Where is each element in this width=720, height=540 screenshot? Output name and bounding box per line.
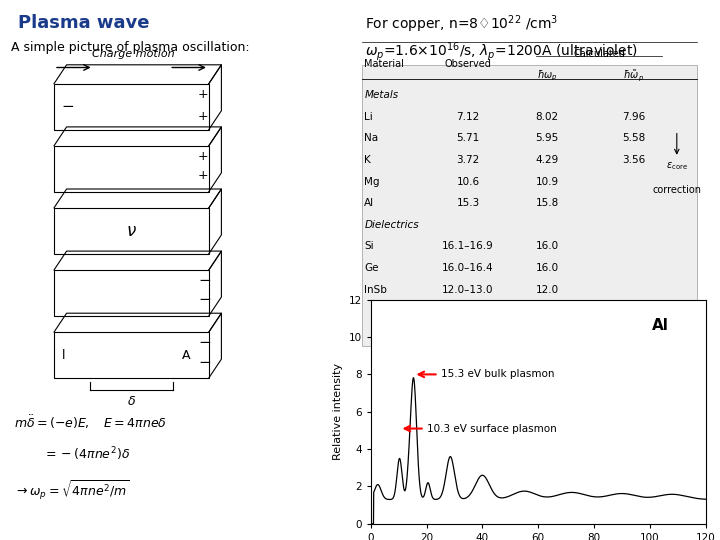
Text: 10.3 eV surface plasmon: 10.3 eV surface plasmon <box>428 423 557 434</box>
Text: $\rightarrow \omega_p = \sqrt{4\pi ne^2 / m}$: $\rightarrow \omega_p = \sqrt{4\pi ne^2 … <box>14 478 130 502</box>
Text: 16.1–16.9: 16.1–16.9 <box>442 241 494 252</box>
Text: $\hbar\tilde{\omega}_p$: $\hbar\tilde{\omega}_p$ <box>623 69 644 84</box>
Text: 5.58: 5.58 <box>622 133 645 144</box>
Text: InSb: InSb <box>364 285 387 295</box>
Text: +: + <box>198 150 209 163</box>
Text: $\delta$: $\delta$ <box>127 395 136 408</box>
Text: −: − <box>61 99 74 114</box>
Text: 12.0: 12.0 <box>536 285 559 295</box>
Text: Al: Al <box>364 198 374 208</box>
Text: −: − <box>198 273 211 288</box>
Text: 10.9: 10.9 <box>536 177 559 187</box>
Text: $\nu$: $\nu$ <box>126 222 137 240</box>
Text: 5.71: 5.71 <box>456 133 480 144</box>
Text: $\hbar\omega_p$: $\hbar\omega_p$ <box>536 69 558 83</box>
Text: 7.96: 7.96 <box>622 112 645 122</box>
Text: −: − <box>198 292 211 307</box>
Text: Si: Si <box>364 241 374 252</box>
Text: 5.95: 5.95 <box>536 133 559 144</box>
Text: $= -(4\pi ne^2)\delta$: $= -(4\pi ne^2)\delta$ <box>43 446 130 463</box>
Text: correction: correction <box>652 185 701 195</box>
Text: K: K <box>364 155 371 165</box>
Text: Ge: Ge <box>364 263 379 273</box>
Text: A simple picture of plasma oscillation:: A simple picture of plasma oscillation: <box>11 40 249 53</box>
Text: $\varepsilon_{\rm core}$: $\varepsilon_{\rm core}$ <box>666 160 688 172</box>
Text: 16.0: 16.0 <box>536 263 559 273</box>
Text: 3.72: 3.72 <box>456 155 480 165</box>
Text: Dielectrics: Dielectrics <box>364 220 419 230</box>
Text: 15.3 eV bulk plasmon: 15.3 eV bulk plasmon <box>441 369 555 380</box>
Text: 3.56: 3.56 <box>622 155 645 165</box>
Text: 12.0–13.0: 12.0–13.0 <box>442 285 494 295</box>
Text: l: l <box>62 349 66 362</box>
Text: 8.02: 8.02 <box>536 112 559 122</box>
Text: Observed: Observed <box>444 59 492 70</box>
Text: Calculated: Calculated <box>573 49 626 59</box>
Text: +: + <box>198 88 209 101</box>
Text: A: A <box>181 349 190 362</box>
Text: 15.3: 15.3 <box>456 198 480 208</box>
Text: For copper, n=8$\diamondsuit$10$^{22}$ /cm$^3$: For copper, n=8$\diamondsuit$10$^{22}$ /… <box>365 14 559 35</box>
Text: 4.29: 4.29 <box>536 155 559 165</box>
Text: +: + <box>198 169 209 182</box>
Text: Li: Li <box>364 112 373 122</box>
Y-axis label: Relative intensity: Relative intensity <box>333 363 343 460</box>
Text: +: + <box>198 110 209 123</box>
Text: Material: Material <box>364 59 404 70</box>
Text: 16.0: 16.0 <box>536 241 559 252</box>
Text: 16.0–16.4: 16.0–16.4 <box>442 263 494 273</box>
Text: Al: Al <box>652 318 669 333</box>
Text: Charge motion: Charge motion <box>92 49 174 59</box>
Text: 15.8: 15.8 <box>536 198 559 208</box>
Text: Na: Na <box>364 133 379 144</box>
Text: 7.12: 7.12 <box>456 112 480 122</box>
Text: Metals: Metals <box>364 90 398 100</box>
Text: 10.6: 10.6 <box>456 177 480 187</box>
Text: $m\ddot{\delta} = (-e)E, \quad E = 4\pi ne\delta$: $m\ddot{\delta} = (-e)E, \quad E = 4\pi … <box>14 413 167 430</box>
Text: $\omega_p$=1.6$\times$10$^{16}$/s, $\lambda_p$=1200A (ultraviolet): $\omega_p$=1.6$\times$10$^{16}$/s, $\lam… <box>365 40 638 63</box>
Text: Mg: Mg <box>364 177 380 187</box>
Bar <box>362 65 697 346</box>
Text: −: − <box>198 335 211 350</box>
Text: Plasma wave: Plasma wave <box>18 14 150 31</box>
Text: −: − <box>198 355 211 370</box>
